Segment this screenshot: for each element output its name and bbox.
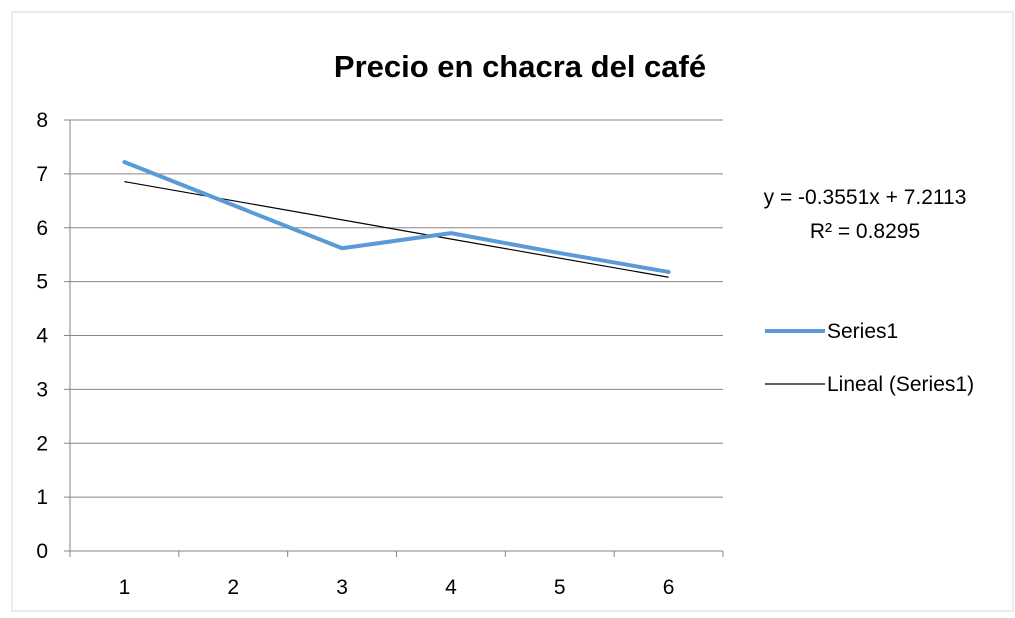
x-tick-label: 1 — [119, 576, 131, 599]
legend-label-trendline: Lineal (Series1) — [827, 373, 974, 396]
x-tick-label: 4 — [445, 576, 457, 599]
y-tick-label: 4 — [36, 325, 48, 348]
y-tick-labels: 0 1 2 3 4 5 6 7 8 — [36, 109, 48, 563]
y-tick-label: 6 — [36, 217, 48, 240]
y-tick-label: 5 — [36, 271, 48, 294]
x-tick-label: 2 — [227, 576, 239, 599]
x-tick-label: 6 — [663, 576, 675, 599]
y-tick-label: 8 — [36, 109, 48, 132]
y-tick-label: 3 — [36, 378, 48, 401]
chart-border — [12, 12, 1013, 611]
trendline-equation: y = -0.3551x + 7.2113 — [764, 186, 967, 209]
y-tick-label: 0 — [36, 540, 48, 563]
y-tick-label: 7 — [36, 163, 48, 186]
trendline-r-squared: R² = 0.8295 — [810, 220, 920, 243]
y-tick-label: 1 — [36, 486, 48, 509]
legend-label-series1: Series1 — [827, 320, 898, 343]
x-tick-label: 3 — [336, 576, 348, 599]
chart-title: Precio en chacra del café — [334, 49, 706, 84]
x-tick-label: 5 — [554, 576, 566, 599]
y-tick-label: 2 — [36, 432, 48, 455]
